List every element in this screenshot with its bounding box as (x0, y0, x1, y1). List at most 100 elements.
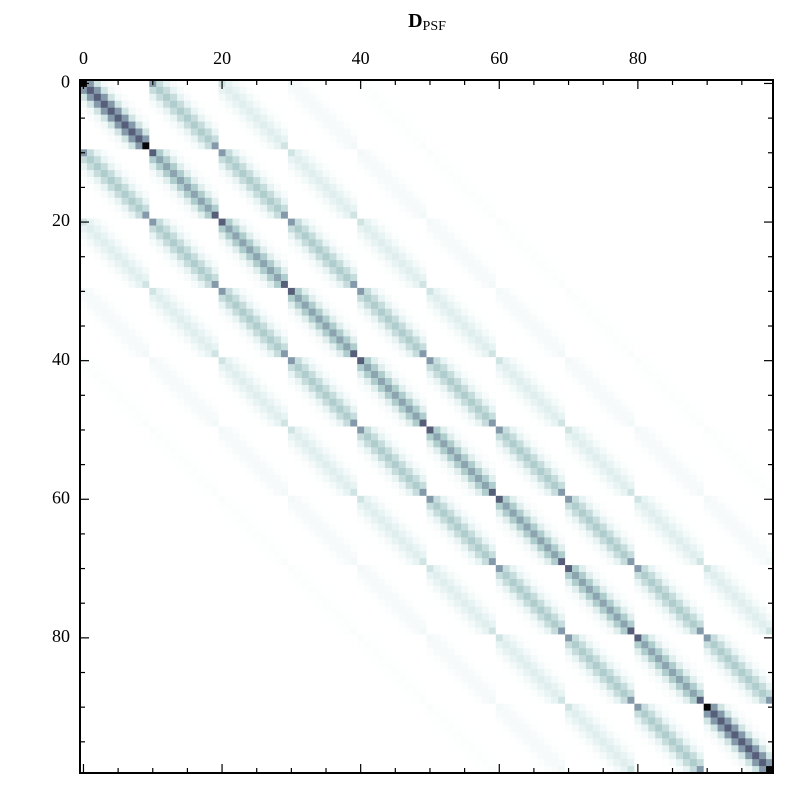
cell (177, 86, 185, 95)
cell (121, 218, 129, 226)
cell (93, 287, 102, 296)
cell (142, 163, 150, 171)
cell (759, 142, 767, 150)
cell (433, 419, 441, 427)
cell (558, 267, 566, 275)
cell (93, 114, 102, 122)
cell (384, 336, 393, 344)
cell (377, 135, 386, 143)
cell (86, 156, 95, 164)
cell (232, 350, 240, 358)
cell (357, 177, 365, 185)
cell (280, 280, 289, 289)
cell (211, 267, 219, 275)
cell (163, 419, 171, 427)
cell (613, 357, 621, 365)
cell (190, 315, 199, 323)
cell (163, 294, 171, 303)
cell (689, 218, 698, 226)
cell (135, 183, 143, 192)
cell (682, 121, 691, 129)
cell (128, 308, 136, 317)
cell (523, 329, 531, 337)
cell (648, 149, 656, 157)
cell (301, 246, 310, 254)
cell (114, 86, 122, 95)
cell (93, 225, 102, 233)
cell (682, 274, 691, 282)
cell (260, 315, 268, 323)
cell (239, 377, 247, 386)
cell (350, 86, 358, 95)
cell (724, 350, 732, 358)
cell (475, 419, 483, 427)
cell (93, 204, 102, 213)
cell (717, 357, 725, 365)
cell (710, 149, 718, 157)
cell (377, 301, 386, 310)
cell (343, 107, 351, 116)
cell (627, 86, 635, 95)
cell (135, 80, 143, 88)
cell (516, 350, 524, 358)
cell (225, 128, 233, 136)
cell (280, 419, 289, 427)
cell (669, 398, 677, 407)
cell (121, 280, 129, 289)
cell (502, 405, 511, 414)
cell (585, 391, 594, 400)
cell (301, 301, 310, 310)
cell (752, 218, 760, 226)
cell (274, 280, 282, 289)
cell (703, 322, 712, 330)
cell (280, 274, 289, 282)
cell (731, 142, 739, 150)
cell (627, 412, 635, 420)
cell (461, 204, 469, 213)
cell (364, 280, 372, 289)
cell (634, 267, 642, 275)
cell (752, 183, 760, 192)
cell (468, 232, 476, 240)
cell (481, 412, 490, 420)
cell (211, 315, 219, 323)
cell (523, 225, 531, 233)
cell (287, 100, 296, 109)
cell (572, 253, 580, 261)
cell (267, 274, 275, 282)
cell (620, 86, 628, 95)
cell (412, 329, 420, 337)
cell (128, 287, 136, 296)
cell (391, 405, 400, 414)
cell (197, 371, 206, 379)
cell (731, 308, 739, 317)
cell (114, 336, 122, 344)
cell (294, 183, 303, 192)
cell (433, 246, 441, 254)
cell (502, 357, 511, 365)
cell (523, 204, 531, 213)
cell (620, 350, 628, 358)
cell (613, 239, 621, 247)
cell (114, 274, 122, 282)
cell (398, 225, 407, 233)
cell (163, 322, 171, 330)
cell (294, 86, 303, 95)
cell (377, 343, 386, 351)
cell (267, 246, 275, 254)
cell (239, 149, 247, 157)
cell (357, 287, 365, 296)
cell (682, 329, 691, 337)
cell (377, 80, 386, 88)
cell (384, 190, 393, 199)
cell (419, 177, 427, 185)
cell (454, 315, 462, 323)
cell (461, 398, 469, 407)
cell (183, 100, 192, 109)
cell (183, 419, 192, 427)
cell (308, 391, 317, 400)
cell (114, 211, 122, 219)
cell (149, 128, 157, 136)
cell (315, 163, 323, 171)
